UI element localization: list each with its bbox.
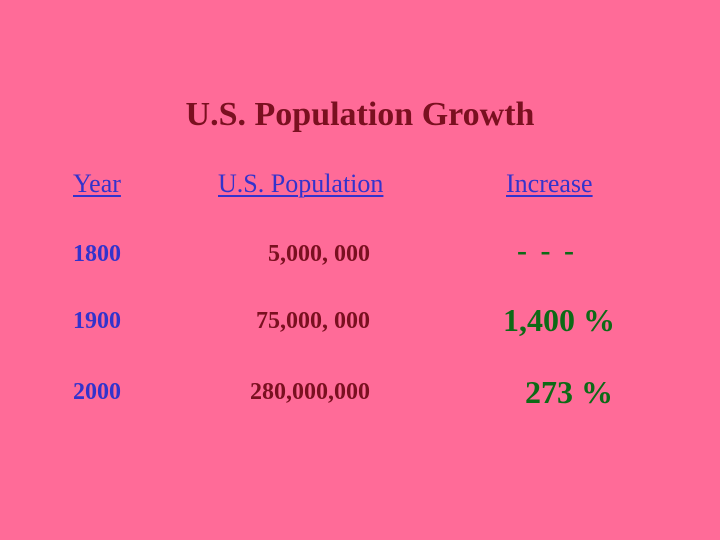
slide-title: U.S. Population Growth — [185, 96, 535, 133]
row-2000-population: 280,000,000 — [250, 379, 370, 405]
header-year: Year — [73, 169, 121, 198]
row-2000-increase: 273 % — [525, 374, 613, 410]
row-1800-year: 1800 — [73, 241, 121, 267]
row-1800-population: 5,000, 000 — [268, 241, 370, 267]
row-2000-year: 2000 — [73, 379, 121, 405]
header-increase: Increase — [506, 169, 593, 198]
header-population: U.S. Population — [218, 169, 384, 198]
row-1900-increase: 1,400 % — [503, 302, 615, 338]
row-1900-population: 75,000, 000 — [256, 308, 370, 334]
row-1800-increase: - - - — [517, 234, 577, 267]
row-1900-year: 1900 — [73, 308, 121, 334]
